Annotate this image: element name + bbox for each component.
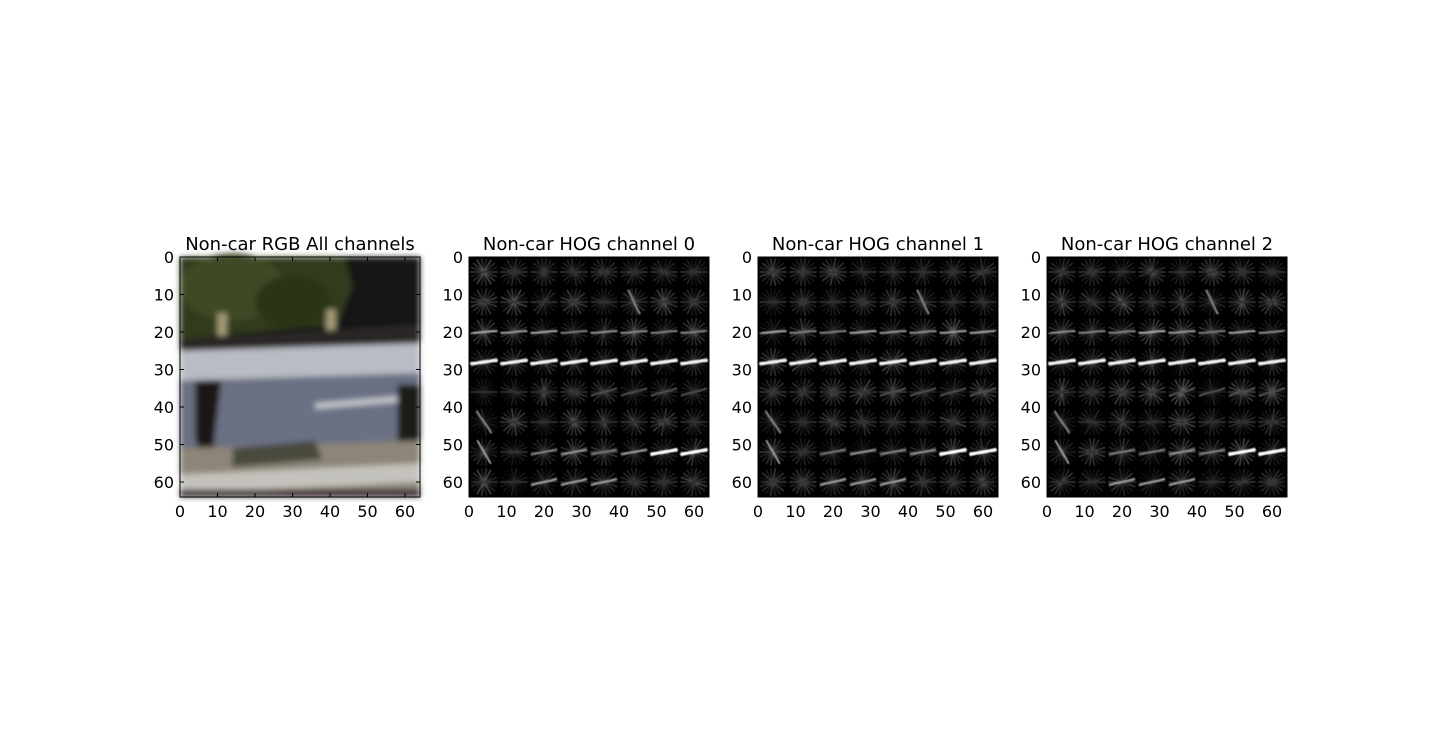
x-tick-label: 50 xyxy=(1224,502,1244,521)
y-tick-label: 20 xyxy=(1021,323,1041,342)
x-tick-label: 0 xyxy=(753,502,763,521)
y-tick-label: 50 xyxy=(1021,436,1041,455)
x-tick-label: 10 xyxy=(1074,502,1094,521)
axes-frame xyxy=(468,256,710,498)
x-tick-label: 60 xyxy=(1262,502,1282,521)
x-tick-label: 20 xyxy=(534,502,554,521)
y-tick-label: 50 xyxy=(732,436,752,455)
y-tick-label: 60 xyxy=(443,473,463,492)
y-tick-label: 60 xyxy=(732,473,752,492)
y-tick-label: 50 xyxy=(154,436,174,455)
x-tick-label: 60 xyxy=(395,502,415,521)
hog-visualization xyxy=(758,258,998,496)
y-tick-label: 0 xyxy=(453,248,463,267)
y-tick-label: 40 xyxy=(732,398,752,417)
x-tick-label: 10 xyxy=(207,502,227,521)
hog-visualization xyxy=(469,258,709,496)
hog-visualization xyxy=(1047,258,1287,496)
x-tick-label: 50 xyxy=(357,502,377,521)
y-tick-label: 10 xyxy=(732,286,752,305)
x-tick-label: 0 xyxy=(1042,502,1052,521)
rgb-image xyxy=(180,253,420,497)
y-tick-label: 0 xyxy=(742,248,752,267)
y-tick-label: 20 xyxy=(732,323,752,342)
x-tick-label: 60 xyxy=(684,502,704,521)
y-tick-label: 20 xyxy=(443,323,463,342)
y-tick-label: 30 xyxy=(732,361,752,380)
chart-panel: Non-car HOG channel 10 10 20 30 40 50 60010203… xyxy=(732,234,999,521)
y-tick-label: 40 xyxy=(443,398,463,417)
y-tick-label: 10 xyxy=(443,286,463,305)
y-tick-label: 30 xyxy=(1021,361,1041,380)
y-tick-label: 10 xyxy=(1021,286,1041,305)
x-tick-label: 40 xyxy=(1187,502,1207,521)
y-tick-label: 0 xyxy=(1031,248,1041,267)
x-tick-label: 20 xyxy=(823,502,843,521)
x-tick-label: 50 xyxy=(646,502,666,521)
axes-frame xyxy=(179,256,421,498)
x-tick-label: 0 xyxy=(464,502,474,521)
y-tick-label: 60 xyxy=(1021,473,1041,492)
axes-frame xyxy=(1046,256,1288,498)
y-tick-label: 20 xyxy=(154,323,174,342)
x-tick-label: 40 xyxy=(898,502,918,521)
x-tick-label: 10 xyxy=(785,502,805,521)
y-tick-label: 30 xyxy=(443,361,463,380)
x-tick-label: 40 xyxy=(609,502,629,521)
x-tick-label: 40 xyxy=(320,502,340,521)
x-tick-label: 20 xyxy=(1112,502,1132,521)
y-tick-label: 40 xyxy=(1021,398,1041,417)
x-tick-label: 0 xyxy=(175,502,185,521)
panel-title: Non-car HOG channel 2 xyxy=(1061,234,1273,255)
x-tick-label: 30 xyxy=(860,502,880,521)
y-tick-label: 50 xyxy=(443,436,463,455)
x-tick-label: 30 xyxy=(282,502,302,521)
panel-title: Non-car HOG channel 1 xyxy=(772,234,984,255)
y-tick-label: 60 xyxy=(154,473,174,492)
chart-panel: Non-car HOG channel 00 10 20 30 40 50 60010203… xyxy=(443,234,710,521)
x-tick-label: 20 xyxy=(245,502,265,521)
x-tick-label: 30 xyxy=(1149,502,1169,521)
panel-title: Non-car HOG channel 0 xyxy=(483,234,695,255)
x-tick-label: 50 xyxy=(935,502,955,521)
axes-frame xyxy=(757,256,999,498)
y-tick-label: 40 xyxy=(154,398,174,417)
x-tick-label: 10 xyxy=(496,502,516,521)
y-tick-label: 30 xyxy=(154,361,174,380)
chart-panel: Non-car HOG channel 20 10 20 30 40 50 60010203… xyxy=(1021,234,1288,521)
x-tick-label: 30 xyxy=(571,502,591,521)
y-tick-label: 10 xyxy=(154,286,174,305)
y-tick-label: 0 xyxy=(164,248,174,267)
x-tick-label: 60 xyxy=(973,502,993,521)
panel-title: Non-car RGB All channels xyxy=(185,234,415,255)
